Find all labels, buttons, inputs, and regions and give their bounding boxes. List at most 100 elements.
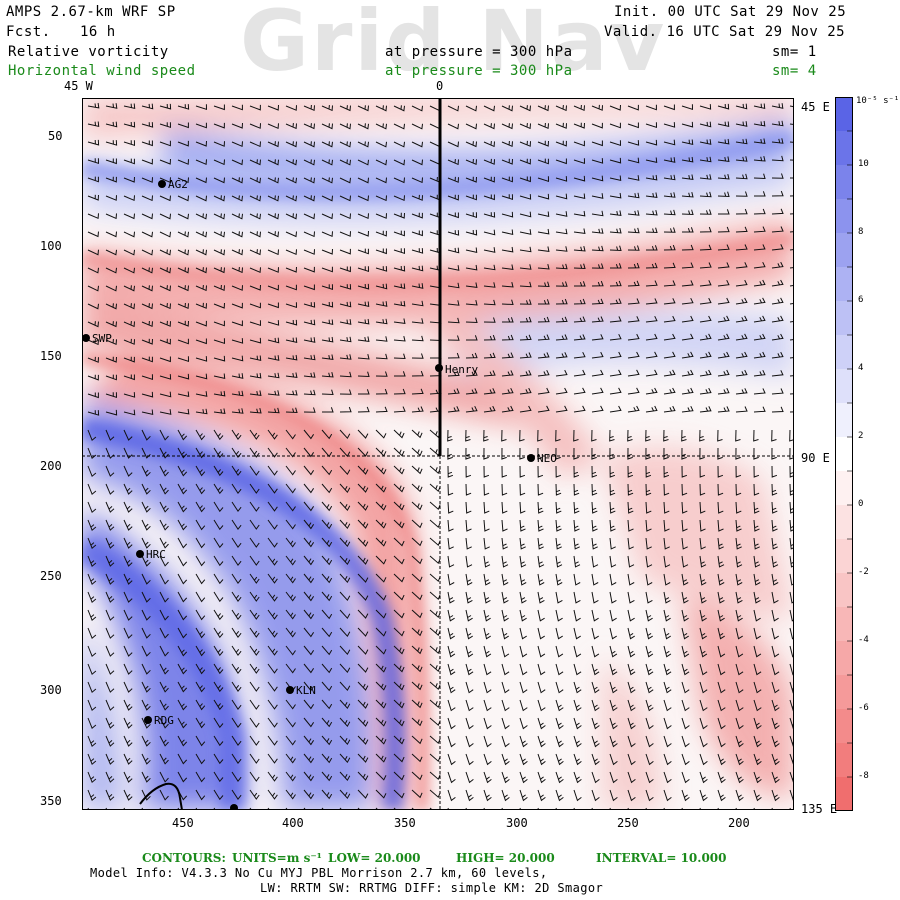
wind-barb bbox=[213, 231, 225, 238]
wind-barb bbox=[195, 753, 206, 765]
wind-barb bbox=[699, 753, 708, 766]
wind-barb bbox=[465, 141, 477, 148]
wind-barb bbox=[231, 537, 242, 549]
wind-barb bbox=[591, 405, 604, 413]
wind-barb bbox=[555, 555, 563, 568]
wind-barb bbox=[393, 663, 405, 673]
wind-barb bbox=[555, 753, 564, 766]
wind-barb bbox=[357, 735, 369, 745]
wind-barb bbox=[645, 483, 652, 496]
wind-barb bbox=[213, 537, 224, 549]
wind-barb bbox=[465, 388, 478, 395]
wind-barb bbox=[375, 406, 388, 413]
wind-barb bbox=[249, 302, 261, 309]
wind-barb bbox=[177, 195, 189, 202]
wind-barb bbox=[249, 195, 261, 202]
wind-barb bbox=[303, 104, 315, 112]
wind-barb bbox=[339, 429, 351, 440]
wind-barb bbox=[87, 699, 97, 712]
wind-barb bbox=[591, 555, 599, 568]
wind-barb bbox=[285, 159, 297, 166]
wind-barb bbox=[285, 609, 296, 620]
wind-barb bbox=[609, 501, 616, 514]
wind-barb bbox=[303, 354, 316, 361]
wind-barb bbox=[519, 609, 527, 622]
wind-barb bbox=[105, 519, 115, 531]
wind-barb bbox=[591, 210, 604, 217]
wind-barb bbox=[141, 303, 153, 310]
wind-barb bbox=[663, 447, 669, 460]
wind-barb bbox=[105, 717, 115, 729]
wind-barb bbox=[483, 141, 495, 148]
wind-barb bbox=[213, 355, 226, 362]
wind-barb bbox=[465, 573, 473, 586]
wind-barb bbox=[609, 447, 615, 460]
wind-barb bbox=[393, 388, 406, 395]
wind-barb bbox=[573, 387, 586, 395]
wind-barb bbox=[483, 123, 495, 130]
colorbar-unit: 10⁻⁵ s⁻¹ bbox=[856, 96, 900, 106]
wind-barb bbox=[303, 735, 315, 746]
wind-barb bbox=[321, 699, 333, 710]
wind-barb bbox=[627, 280, 640, 287]
wind-barb bbox=[483, 609, 491, 622]
wind-barb bbox=[753, 699, 762, 712]
wind-barb bbox=[573, 699, 582, 712]
wind-barb bbox=[573, 158, 586, 164]
wind-barb bbox=[573, 351, 586, 359]
wind-barb bbox=[123, 158, 135, 165]
wind-barb bbox=[267, 249, 279, 256]
wind-barb bbox=[555, 465, 562, 478]
model-info: Model Info: V4.3.3 No Cu MYJ PBL Morriso… bbox=[90, 866, 548, 880]
wind-barb bbox=[339, 141, 351, 148]
wind-barb bbox=[663, 483, 670, 496]
wind-barb bbox=[573, 447, 579, 460]
wind-barb bbox=[231, 302, 243, 309]
wind-barb bbox=[519, 158, 531, 165]
wind-barb bbox=[573, 753, 582, 766]
colorbar-band bbox=[835, 539, 853, 574]
wind-barb bbox=[501, 555, 509, 568]
wind-barb bbox=[357, 609, 369, 619]
wind-barb bbox=[717, 645, 726, 658]
wind-barb bbox=[735, 369, 748, 377]
wind-barb bbox=[519, 334, 532, 341]
wind-barb bbox=[339, 645, 351, 656]
wind-barb bbox=[231, 501, 242, 513]
wind-barb bbox=[249, 627, 260, 638]
wind-barb bbox=[195, 391, 208, 397]
wind-barb bbox=[339, 717, 351, 728]
wind-barb bbox=[393, 519, 405, 529]
wind-barb bbox=[663, 157, 676, 163]
wind-barb bbox=[681, 627, 689, 640]
wind-barb bbox=[213, 753, 224, 765]
wind-barb bbox=[735, 138, 748, 145]
wind-barb bbox=[177, 231, 189, 238]
wind-barb bbox=[447, 141, 459, 148]
wind-barb bbox=[537, 447, 543, 460]
wind-barb bbox=[519, 264, 532, 270]
wind-barb bbox=[195, 356, 208, 362]
wind-barb bbox=[735, 501, 742, 514]
wind-barb bbox=[105, 627, 115, 639]
wind-barb bbox=[303, 681, 315, 692]
wind-barb bbox=[663, 227, 676, 233]
contours-interval: INTERVAL= 10.000 bbox=[596, 851, 727, 865]
wind-barb bbox=[375, 230, 387, 237]
wind-barb bbox=[717, 663, 726, 676]
wind-barb bbox=[645, 717, 654, 730]
wind-barb bbox=[267, 390, 280, 396]
wind-barb bbox=[537, 789, 546, 802]
wind-barb bbox=[573, 429, 579, 442]
wind-barb bbox=[285, 447, 296, 458]
wind-barb bbox=[393, 645, 405, 655]
wind-barb bbox=[681, 315, 694, 323]
wind-barb bbox=[555, 645, 564, 658]
wind-barb bbox=[231, 408, 244, 414]
wind-barb bbox=[249, 104, 261, 111]
wind-barb bbox=[519, 465, 526, 478]
wind-barb bbox=[375, 645, 387, 655]
wind-barb bbox=[177, 771, 188, 783]
wind-barb bbox=[735, 406, 748, 413]
wind-barb bbox=[483, 264, 496, 271]
